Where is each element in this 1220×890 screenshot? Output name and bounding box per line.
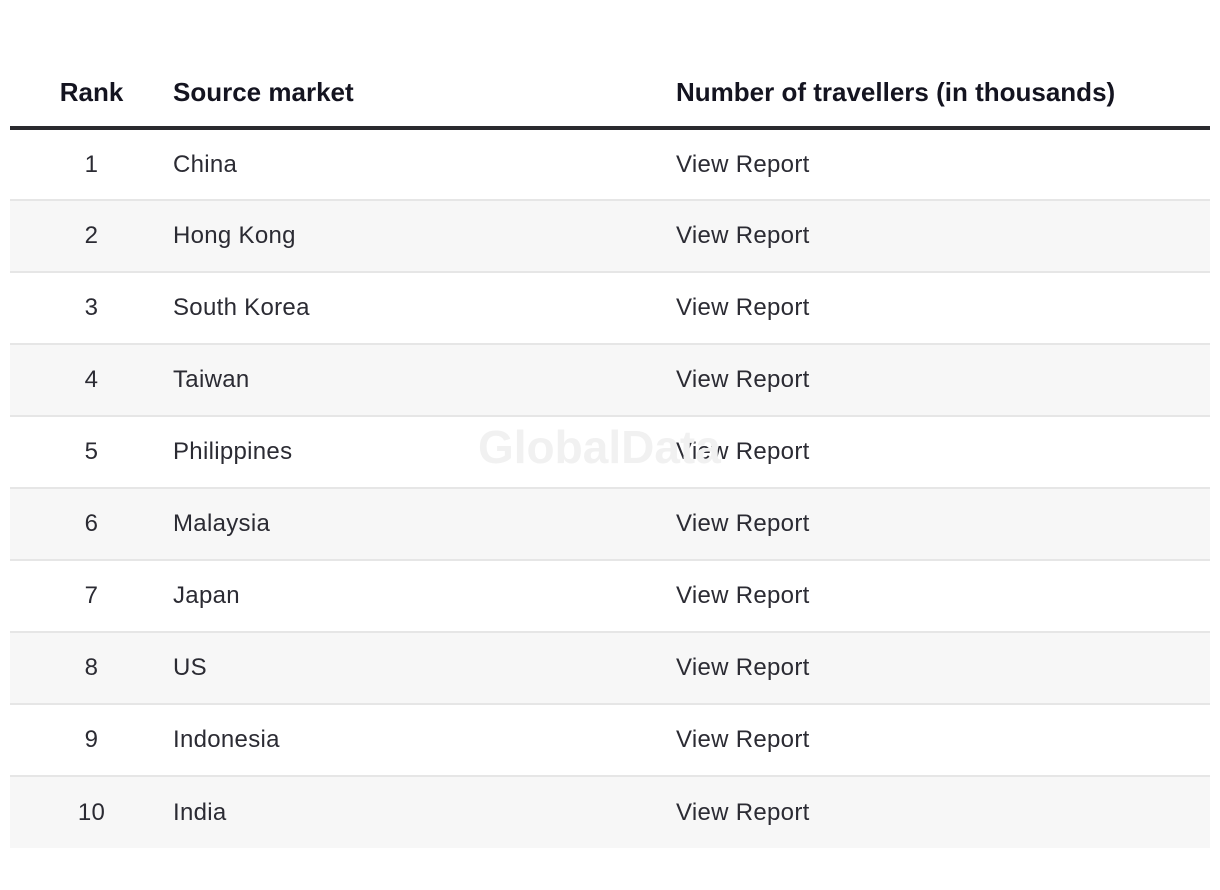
market-cell: US: [173, 632, 676, 705]
rank-cell: 6: [10, 488, 173, 561]
table-row: 10 India View Report: [10, 776, 1210, 848]
table-row: 9 Indonesia View Report: [10, 704, 1210, 777]
source-market-column-header: Source market: [173, 58, 676, 130]
market-cell: China: [173, 128, 676, 201]
market-cell: India: [173, 776, 676, 848]
view-report-link[interactable]: View Report: [676, 272, 1210, 345]
view-report-link[interactable]: View Report: [676, 560, 1210, 633]
table-row: 8 US View Report: [10, 632, 1210, 705]
view-report-link[interactable]: View Report: [676, 416, 1210, 489]
header-row: Rank Source market Number of travellers …: [10, 58, 1210, 130]
market-cell: Malaysia: [173, 488, 676, 561]
view-report-link[interactable]: View Report: [676, 128, 1210, 201]
table-body: 1 China View Report 2 Hong Kong View Rep…: [10, 128, 1210, 848]
source-market-table: Rank Source market Number of travellers …: [10, 58, 1210, 848]
table-row: 7 Japan View Report: [10, 560, 1210, 633]
market-cell: Indonesia: [173, 704, 676, 777]
table-row: 1 China View Report: [10, 128, 1210, 201]
view-report-link[interactable]: View Report: [676, 200, 1210, 273]
rank-column-header: Rank: [10, 58, 173, 130]
rank-cell: 3: [10, 272, 173, 345]
travellers-column-header: Number of travellers (in thousands): [676, 58, 1210, 130]
rank-cell: 1: [10, 128, 173, 201]
rank-cell: 2: [10, 200, 173, 273]
table-row: 3 South Korea View Report: [10, 272, 1210, 345]
rank-cell: 4: [10, 344, 173, 417]
view-report-link[interactable]: View Report: [676, 344, 1210, 417]
table-row: 2 Hong Kong View Report: [10, 200, 1210, 273]
market-cell: Japan: [173, 560, 676, 633]
source-market-table-container: Rank Source market Number of travellers …: [10, 58, 1210, 848]
market-cell: South Korea: [173, 272, 676, 345]
market-cell: Taiwan: [173, 344, 676, 417]
view-report-link[interactable]: View Report: [676, 488, 1210, 561]
table-row: 5 Philippines View Report: [10, 416, 1210, 489]
rank-cell: 8: [10, 632, 173, 705]
view-report-link[interactable]: View Report: [676, 632, 1210, 705]
table-row: 4 Taiwan View Report: [10, 344, 1210, 417]
rank-cell: 9: [10, 704, 173, 777]
market-cell: Philippines: [173, 416, 676, 489]
table-row: 6 Malaysia View Report: [10, 488, 1210, 561]
table-header: Rank Source market Number of travellers …: [10, 58, 1210, 130]
market-cell: Hong Kong: [173, 200, 676, 273]
view-report-link[interactable]: View Report: [676, 704, 1210, 777]
view-report-link[interactable]: View Report: [676, 776, 1210, 848]
rank-cell: 5: [10, 416, 173, 489]
rank-cell: 7: [10, 560, 173, 633]
rank-cell: 10: [10, 776, 173, 848]
